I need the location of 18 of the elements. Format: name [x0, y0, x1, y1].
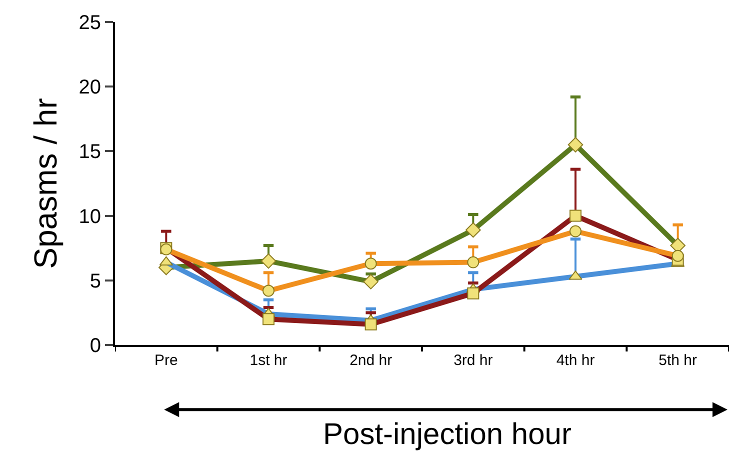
x-tick-label: 1st hr — [250, 352, 288, 369]
y-axis-title: Spasms / hr — [28, 98, 64, 269]
point — [568, 137, 584, 152]
x-tick-label: 4th hr — [556, 352, 595, 369]
y-tick-label: 25 — [78, 12, 101, 34]
y-tick-label: 20 — [78, 76, 101, 99]
y-tick-label: 5 — [90, 270, 101, 292]
y-tick-label: 15 — [78, 141, 101, 164]
x-tick-label: Pre — [154, 352, 178, 369]
point — [363, 274, 378, 290]
x-tick-label: 2nd hr — [350, 352, 392, 369]
y-tick-label: 0 — [90, 335, 101, 357]
y-tick-label: 10 — [78, 206, 101, 228]
x-tick-label: 5th hr — [658, 352, 698, 369]
point — [260, 253, 276, 269]
x-tick-label: 3rd hr — [454, 352, 493, 369]
point — [466, 222, 481, 238]
x-axis-title: Post-injection hour — [323, 418, 572, 451]
